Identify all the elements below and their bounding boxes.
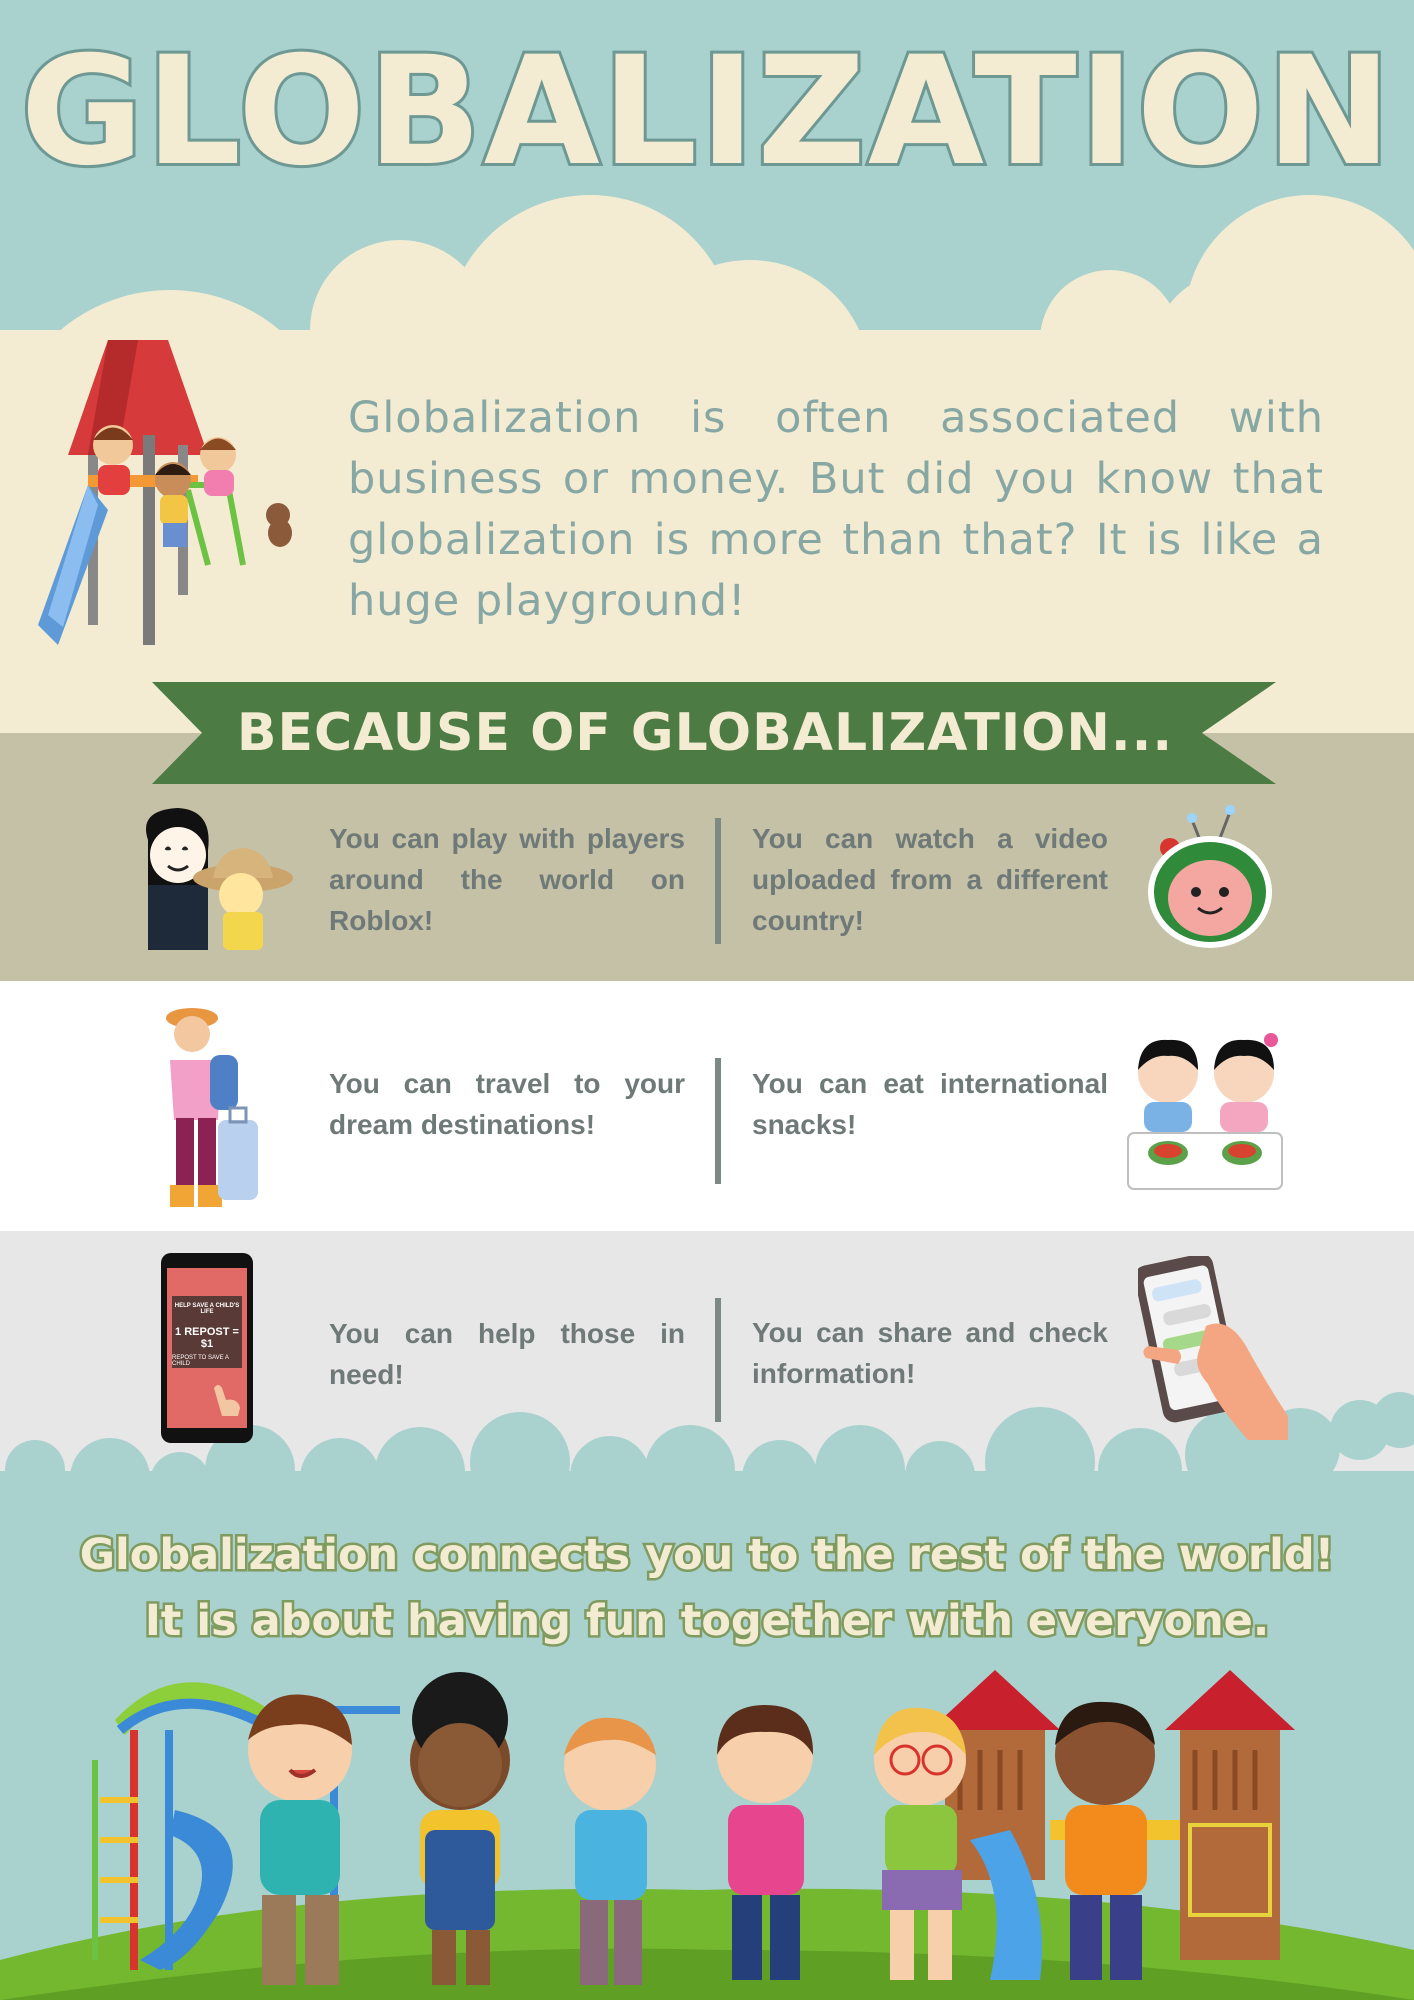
fact-snacks: You can eat international snacks! — [752, 1068, 1108, 1140]
closing-line-2: It is about having fun together with eve… — [142, 1594, 1271, 1649]
roblox-avatars-icon — [146, 808, 293, 950]
fact-roblox: You can play with players around the wor… — [329, 823, 685, 936]
fact-share: You can share and check information! — [752, 1317, 1108, 1389]
traveler-icon — [166, 1008, 258, 1207]
cream-cloud-backdrop — [0, 195, 1414, 750]
phone-charity-post-icon — [161, 1253, 253, 1443]
phone-post-headline: 1 REPOST = $1 — [175, 1326, 239, 1350]
green-ribbon-banner — [152, 682, 1276, 784]
phone-post-subtext: REPOST TO SAVE A CHILD — [172, 1355, 229, 1367]
kid-4 — [717, 1705, 814, 1980]
kid-6 — [1055, 1701, 1155, 1980]
closing-message: Globalization connects you to the rest o… — [0, 1522, 1414, 1654]
kid-2 — [410, 1672, 510, 1985]
cocomelon-watermelon-icon — [1148, 805, 1272, 948]
kid-1 — [248, 1694, 352, 1985]
fact-help: You can help those in need! — [329, 1318, 685, 1390]
kids-eating-snacks-icon — [1127, 1033, 1283, 1190]
banner-heading: BECAUSE OF GLOBALIZATION... — [236, 703, 1174, 763]
playground-slide-illustration — [38, 340, 292, 645]
playground-kids-illustration — [92, 1670, 1295, 1985]
kid-3 — [564, 1717, 656, 1985]
page-title: GLOBALIZATION — [17, 22, 1394, 202]
divider-row-2 — [715, 1058, 721, 1184]
left-climbing-frame — [92, 1682, 400, 1970]
pointing-hand-icon — [214, 1385, 240, 1416]
fact-travel: You can travel to your dream destination… — [329, 1068, 685, 1140]
divider-row-1 — [715, 818, 721, 944]
phone-post-header: HELP SAVE A CHILD'S LIFE — [174, 1303, 240, 1315]
fact-video: You can watch a video uploaded from a di… — [752, 823, 1108, 936]
divider-row-3 — [715, 1298, 721, 1422]
right-play-towers — [930, 1670, 1295, 1980]
hand-phone-chat-icon — [1138, 1256, 1288, 1440]
kid-5 — [874, 1707, 966, 1980]
closing-line-1: Globalization connects you to the rest o… — [77, 1528, 1336, 1583]
intro-paragraph: Globalization is often associated with b… — [348, 393, 1324, 626]
